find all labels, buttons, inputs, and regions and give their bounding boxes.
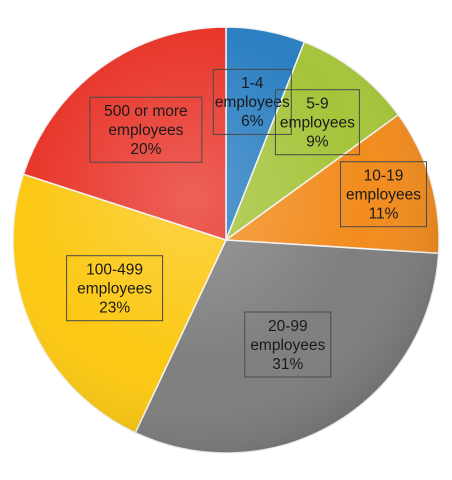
data-label-line: 100-499 — [86, 262, 143, 279]
data-label-500-or-more-employees: 500 or more employees 20% — [89, 96, 203, 163]
data-label-text: 5-9 employees 9% — [280, 96, 355, 151]
data-label-text: 1-4 employees 6% — [215, 75, 290, 130]
data-label-line: 1-4 — [241, 75, 264, 92]
data-label-1-4-employees: 1-4 employees 6% — [212, 68, 292, 135]
data-label-line: 23% — [99, 300, 130, 317]
data-label-20-99-employees: 20-99 employees 31% — [244, 311, 332, 378]
data-label-line: employees — [77, 281, 152, 298]
data-label-box — [244, 311, 332, 378]
data-label-box — [212, 68, 292, 135]
data-label-line: 31% — [272, 356, 303, 373]
data-label-line: 11% — [369, 206, 399, 223]
data-label-box — [340, 161, 427, 228]
data-label-line: 10-19 — [364, 168, 404, 185]
data-label-line: 20% — [130, 141, 161, 158]
data-label-line: 9% — [306, 134, 329, 151]
data-label-text: 10-19 employees 11% — [346, 168, 421, 223]
pie-slices — [12, 26, 440, 454]
data-label-line: 500 or more — [104, 103, 188, 120]
data-label-line: employees — [215, 94, 290, 111]
data-label-line: employees — [108, 122, 183, 139]
data-label-line: employees — [250, 337, 325, 354]
data-label-5-9-employees: 5-9 employees 9% — [274, 89, 360, 156]
data-label-text: 100-499 employees 23% — [77, 262, 152, 317]
data-label-line: employees — [280, 115, 355, 132]
data-label-box — [89, 96, 203, 163]
data-label-line: 20-99 — [268, 318, 308, 335]
data-label-text: 500 or more employees 20% — [104, 103, 188, 158]
data-label-box — [274, 89, 360, 156]
data-label-10-19-employees: 10-19 employees 11% — [340, 161, 427, 228]
data-label-line: employees — [346, 187, 421, 204]
data-label-text: 20-99 employees 31% — [250, 318, 325, 373]
data-label-100-499-employees: 100-499 employees 23% — [66, 255, 164, 322]
data-label-box — [66, 255, 164, 322]
data-label-line: 6% — [241, 113, 264, 130]
data-label-line: 5-9 — [306, 96, 328, 113]
pie-data-labels: 1-4 employees 6% 5-9 employees 9% 10-19 employe… — [66, 68, 427, 378]
